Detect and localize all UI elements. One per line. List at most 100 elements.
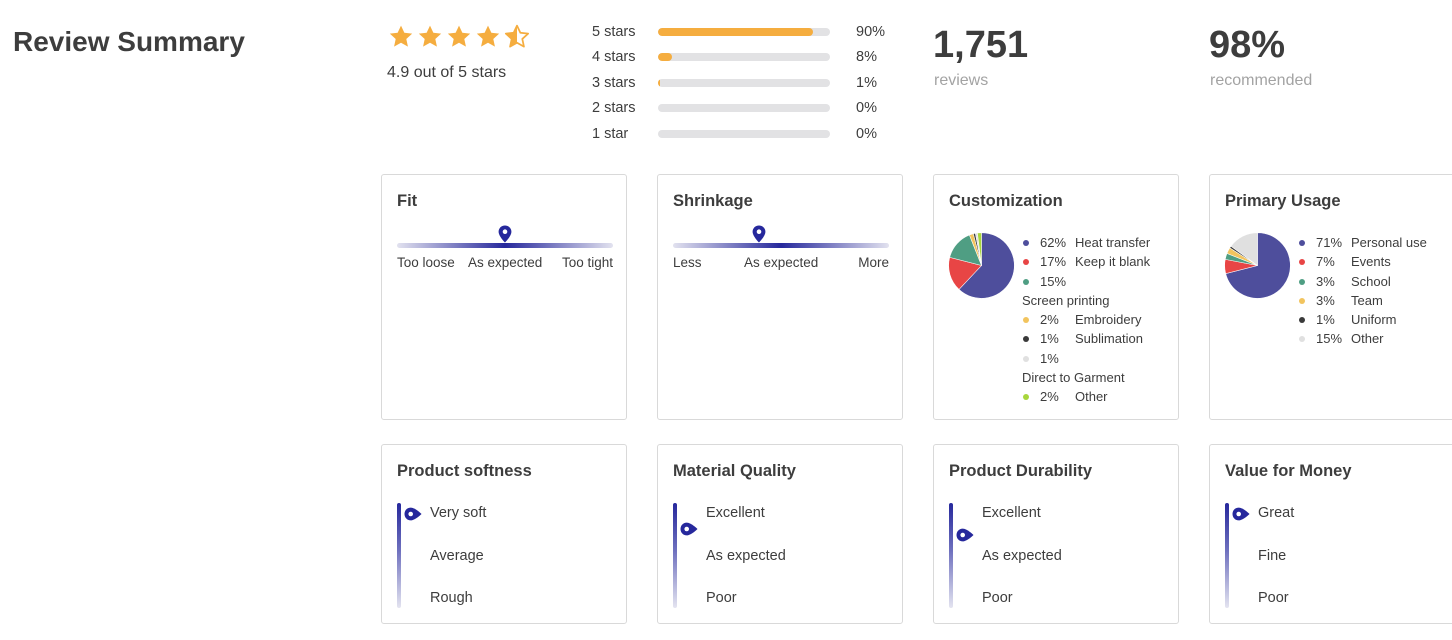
distribution-percent: 0% [856,100,877,117]
distribution-row[interactable]: 4 stars 8% [590,49,890,74]
legend-percent: 3% [1316,292,1335,308]
legend-percent: 2% [1040,312,1059,328]
recommended-percent: 98% [1209,24,1286,66]
legend-percent: 71% [1316,235,1343,250]
star-icon [389,25,413,47]
value-for-money-scale [1225,503,1229,608]
legend-dot [1023,240,1029,246]
legend-name: School [1351,273,1391,289]
distribution-label: 1 star [592,125,629,142]
card-title: Primary Usage [1225,192,1341,210]
legend-item: 1% Uniform [1298,310,1448,329]
shrinkage-card: Shrinkage Less As expected More [657,174,903,420]
distribution-label: 2 stars [592,100,636,117]
scale-label-high: Excellent [706,505,765,521]
legend-name: Personal use [1351,235,1427,250]
primary-usage-legend: 71% Personal use 7% Events 3% School 3% … [1298,233,1448,349]
scale-label-low: Poor [982,590,1013,606]
legend-dot [1023,259,1029,266]
fit-card: Fit Too loose As expected Too tight [381,174,627,420]
location-pin-icon [404,507,422,520]
legend-percent: 15% [1316,331,1343,347]
legend-item: 1% Direct to Garment [1022,349,1172,388]
legend-name: Keep it blank [1075,254,1151,270]
durability-card: Product Durability Excellent As expected… [933,444,1179,624]
distribution-row[interactable]: 1 star 0% [590,126,890,151]
star-rating [388,24,530,50]
legend-dot [1299,240,1305,246]
pie-slice[interactable] [1230,232,1258,267]
legend-item: 62% Heat transfer [1022,233,1172,252]
legend-name: Other [1351,331,1384,347]
legend-item: 2% Other [1022,387,1172,406]
distribution-row[interactable]: 2 stars 0% [590,100,890,125]
legend-percent: 3% [1316,273,1335,289]
distribution-bar-fill [658,28,813,36]
legend-percent: 2% [1040,389,1059,405]
distribution-row[interactable]: 5 stars 90% [590,24,890,49]
softness-scale [397,503,401,608]
scale-label-low: Too loose [397,255,455,270]
legend-item: 15% Other [1298,329,1448,348]
legend-item: 1% Sublimation [1022,329,1172,348]
legend-name: Events [1351,254,1391,270]
location-pin-icon [956,528,974,541]
material-quality-card: Material Quality Excellent As expected P… [657,444,903,624]
location-pin-icon [680,522,698,536]
scale-label-mid: As expected [468,255,543,270]
legend-name: Uniform [1351,312,1397,328]
page-title: Review Summary [13,26,245,57]
legend-item: 3% School [1298,272,1448,291]
legend-name: Heat transfer [1075,235,1151,250]
distribution-label: 3 stars [592,74,636,91]
distribution-percent: 90% [856,24,886,40]
distribution-label: 4 stars [592,49,636,66]
legend-name: Screen printing [1022,292,1110,308]
customization-legend: 62% Heat transfer 17% Keep it blank 15% … [1022,233,1172,407]
distribution-bar [658,78,830,87]
legend-dot [1023,278,1029,285]
legend-item: 15% Screen printing [1022,272,1172,311]
distribution-row[interactable]: 3 stars 1% [590,75,890,100]
customization-pie-chart [948,232,1015,299]
legend-dot [1299,336,1305,343]
scale-label-mid: Average [430,548,484,564]
fit-scale [397,243,613,248]
legend-percent: 7% [1316,254,1335,270]
card-title: Product Durability [949,462,1093,480]
value-for-money-card: Value for Money Great Fine Poor [1209,444,1452,624]
legend-name: Direct to Garment [1022,370,1125,386]
legend-name: Team [1351,292,1383,308]
pie-slice[interactable] [977,232,982,266]
shrinkage-scale [673,243,889,248]
legend-percent: 1% [1316,312,1335,328]
distribution-bar-fill [658,53,672,62]
recommended-label: recommended [1210,72,1313,89]
half-star-icon [504,24,530,48]
card-title: Customization [949,192,1063,210]
customization-card: Customization 62% Heat transfer 17% Keep… [933,174,1179,420]
pie-slice[interactable] [958,232,1015,299]
card-title: Shrinkage [673,192,753,210]
durability-scale [949,503,953,608]
scale-label-mid: Fine [1258,548,1287,564]
location-pin-icon [498,225,512,243]
scale-label-high: Great [1258,505,1295,521]
legend-percent: 62% [1040,235,1067,250]
legend-dot [1299,297,1305,304]
pie-slice[interactable] [1225,232,1291,299]
scale-label-mid: As expected [744,255,819,270]
location-pin-icon [1232,507,1250,520]
scale-label-mid: As expected [982,548,1062,564]
primary-usage-pie-chart [1224,232,1291,299]
scale-label-low: Less [673,255,702,270]
scale-label-low: Rough [430,590,473,606]
distribution-label: 5 stars [592,24,636,40]
legend-dot [1023,394,1029,401]
legend-dot [1299,259,1305,266]
scale-label-low: Poor [706,590,737,606]
card-title: Value for Money [1225,462,1352,480]
legend-name: Other [1075,389,1108,405]
star-icon [418,25,442,47]
legend-dot [1299,278,1305,285]
